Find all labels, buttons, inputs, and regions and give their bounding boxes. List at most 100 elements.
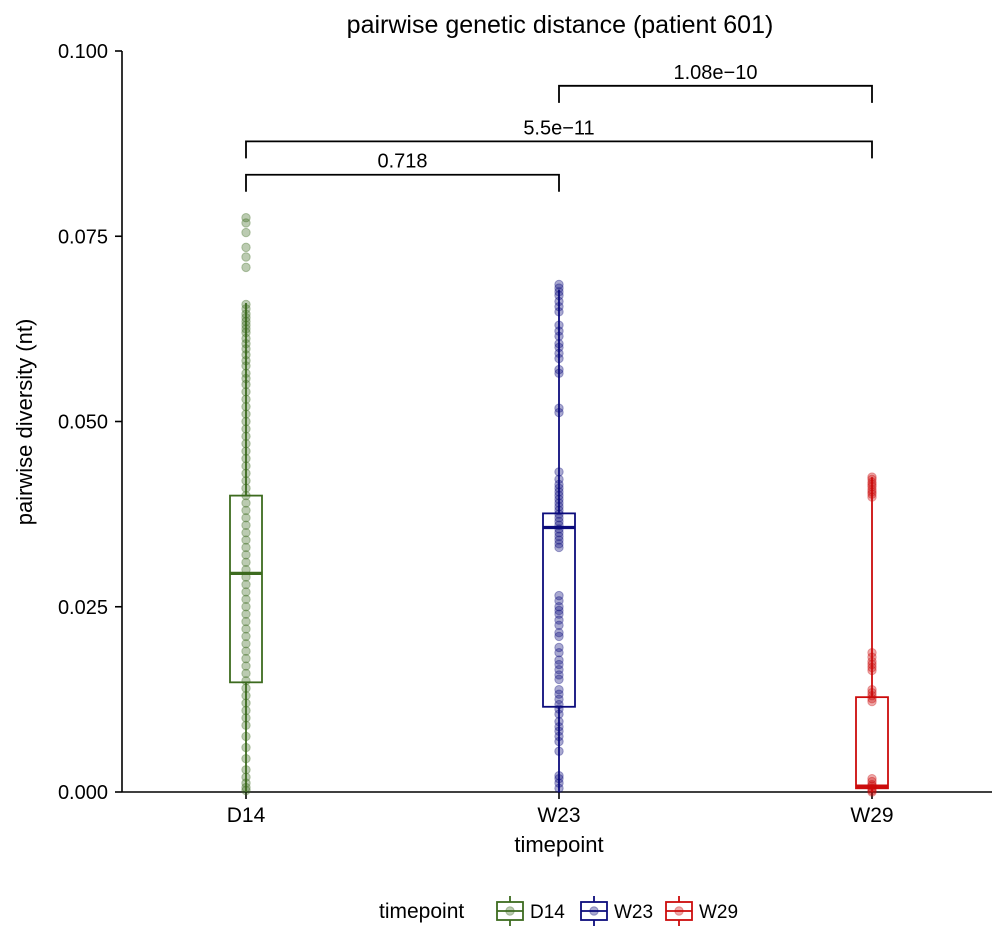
data-point — [867, 477, 877, 487]
data-point — [554, 505, 564, 516]
data-point — [241, 698, 251, 708]
data-point — [241, 324, 251, 334]
data-point — [241, 262, 251, 273]
data-point — [241, 550, 251, 560]
data-point — [554, 631, 564, 642]
data-point — [554, 736, 564, 747]
data-point — [554, 516, 564, 527]
data-point — [241, 782, 251, 793]
data-point — [241, 731, 251, 742]
data-point — [241, 527, 251, 538]
data-point — [867, 662, 877, 673]
data-point — [241, 520, 251, 530]
data-point — [554, 699, 564, 710]
x-axis-label: timepoint — [514, 832, 603, 857]
legend-label: W23 — [614, 902, 653, 923]
data-point — [554, 331, 564, 341]
data-point — [241, 653, 251, 664]
data-point — [554, 596, 564, 606]
data-point — [867, 484, 877, 495]
data-point — [867, 487, 877, 497]
legend-title: timepoint — [379, 900, 464, 923]
data-point — [867, 693, 877, 704]
y-tick-label: 0.100 — [58, 41, 108, 63]
data-point — [241, 333, 251, 344]
data-point — [241, 557, 251, 567]
data-point — [241, 316, 251, 327]
data-point — [554, 783, 564, 793]
data-point — [241, 218, 251, 228]
data-point — [867, 472, 877, 482]
comparison-pvalue: 5.5e−11 — [523, 117, 594, 139]
data-point — [867, 482, 877, 492]
legend-key-point — [505, 906, 515, 916]
data-point — [554, 338, 564, 349]
data-point — [241, 299, 251, 310]
data-point — [554, 694, 564, 705]
data-point — [554, 527, 564, 538]
data-point — [554, 348, 564, 359]
data-point — [241, 242, 251, 253]
data-point — [554, 665, 564, 675]
comparison-bracket — [245, 140, 873, 159]
data-point — [867, 781, 877, 791]
legend-label: D14 — [530, 902, 565, 923]
data-point — [241, 424, 251, 434]
data-point — [241, 350, 251, 360]
data-point — [867, 690, 877, 701]
legend-label: W29 — [699, 902, 738, 923]
data-point — [241, 753, 251, 764]
data-point — [554, 605, 564, 616]
data-point — [554, 531, 564, 542]
comparison-bracket — [245, 173, 560, 192]
data-point — [241, 616, 251, 627]
data-point — [554, 746, 564, 756]
box — [855, 696, 889, 790]
data-point — [241, 373, 251, 384]
data-point — [554, 609, 564, 619]
y-axis-label: pairwise diversity (nt) — [12, 319, 37, 526]
data-point — [554, 709, 564, 719]
legend-item-d14: D14 — [496, 896, 565, 926]
data-point — [241, 713, 251, 723]
data-point — [554, 296, 564, 307]
legend-item-w23: W23 — [580, 896, 653, 926]
data-point — [241, 213, 251, 223]
data-point — [867, 656, 877, 667]
series-d14 — [229, 213, 263, 796]
data-point — [241, 431, 251, 442]
data-point — [554, 290, 564, 301]
data-point — [554, 770, 564, 781]
data-point — [867, 479, 877, 490]
data-point — [241, 720, 251, 731]
data-point — [554, 479, 564, 490]
data-point — [241, 646, 251, 656]
x-tick-label: D14 — [227, 804, 266, 827]
data-point — [554, 403, 564, 413]
data-point — [241, 661, 251, 671]
data-point — [554, 502, 564, 512]
data-point — [554, 490, 564, 501]
data-point — [867, 785, 877, 796]
data-point — [554, 320, 564, 330]
data-point — [867, 492, 877, 502]
data-point — [241, 379, 251, 390]
data-point — [554, 659, 564, 670]
data-point — [554, 524, 564, 534]
data-point — [241, 505, 251, 516]
data-point — [241, 490, 251, 501]
data-point — [241, 498, 251, 508]
data-point — [241, 361, 251, 371]
y-tick-label: 0.000 — [58, 782, 108, 804]
comparison-pvalue: 1.08e−10 — [674, 62, 758, 84]
data-point — [554, 342, 564, 353]
data-point — [554, 722, 564, 732]
data-point — [241, 542, 251, 553]
data-point — [554, 778, 564, 788]
data-point — [241, 742, 251, 753]
data-point — [867, 696, 877, 707]
data-point — [241, 594, 251, 605]
data-point — [241, 676, 251, 686]
data-point — [554, 647, 564, 658]
data-point — [554, 326, 564, 336]
